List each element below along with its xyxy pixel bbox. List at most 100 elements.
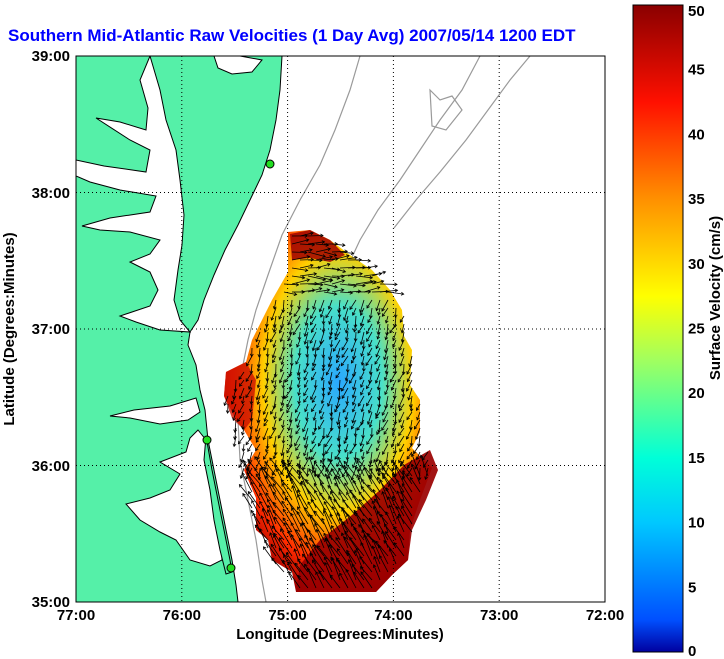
velocity-vector-head [406, 416, 410, 421]
velocity-vector-head [311, 376, 315, 381]
velocity-vector [378, 467, 389, 485]
velocity-vector [299, 249, 313, 253]
velocity-vector-head [384, 523, 388, 528]
velocity-vector-head [264, 368, 268, 373]
velocity-vector [304, 323, 309, 337]
velocity-vector-head [291, 485, 295, 489]
velocity-vector-head [390, 404, 394, 409]
velocity-vector [237, 411, 245, 422]
velocity-vector-head [407, 447, 411, 452]
barrier-island-outer-banks [203, 435, 233, 575]
velocity-vector [303, 363, 309, 373]
velocity-vector [298, 371, 301, 380]
velocity-vector-head [311, 362, 316, 367]
velocity-vector-head [336, 322, 340, 327]
velocity-vector-head [368, 343, 372, 348]
map-title: Southern Mid-Atlantic Raw Velocities (1 … [8, 26, 576, 45]
velocity-vector-head [366, 533, 371, 537]
velocity-vector [372, 546, 381, 565]
velocity-vector [416, 403, 421, 411]
velocity-vector [392, 462, 405, 477]
velocity-vector [312, 559, 325, 581]
velocity-vector [406, 379, 413, 392]
velocity-vector-head [376, 368, 380, 372]
velocity-vector [341, 379, 349, 392]
velocity-vector-head [279, 338, 284, 343]
velocity-vector [307, 251, 326, 257]
velocity-vector [234, 427, 237, 440]
velocity-vector [335, 371, 341, 379]
velocity-vector-head [367, 352, 371, 357]
velocity-vector-head [257, 354, 262, 358]
velocity-vector-head [297, 558, 301, 562]
velocity-vector-head [342, 409, 347, 413]
velocity-vector [298, 395, 301, 404]
velocity-vector [246, 355, 253, 366]
velocity-vector-head [245, 441, 249, 446]
velocity-vector-head [371, 538, 376, 543]
velocity-vector-head [232, 395, 236, 400]
velocity-vector-head [263, 422, 267, 427]
velocity-vector [353, 571, 365, 589]
velocity-vector [270, 544, 285, 565]
velocity-vector-head [375, 540, 379, 545]
velocity-vector-head [336, 558, 340, 563]
velocity-vector [376, 363, 381, 372]
velocity-vector [325, 443, 333, 454]
velocity-vector-head [287, 462, 292, 466]
velocity-vector [360, 379, 365, 388]
velocity-vector [257, 411, 261, 423]
velocity-vector [269, 331, 277, 343]
velocity-vector-head [344, 423, 348, 428]
velocity-vector-head [381, 427, 385, 431]
velocity-vector-head [242, 492, 246, 497]
velocity-vector-head [281, 424, 285, 429]
velocity-vector [351, 355, 357, 364]
velocity-vector [359, 556, 373, 573]
velocity-vector [369, 419, 373, 428]
velocity-vector-head [275, 468, 280, 472]
velocity-vector [298, 299, 301, 309]
velocity-vector [297, 494, 309, 517]
velocity-vector [307, 241, 325, 245]
velocity-vector-head [358, 491, 362, 495]
velocity-vector [269, 427, 277, 439]
velocity-vector [397, 371, 405, 383]
velocity-vector-head [341, 279, 346, 283]
velocity-vector [345, 323, 349, 333]
velocity-vector-head [350, 348, 355, 353]
velocity-vector-head [357, 506, 361, 511]
velocity-vector-head [280, 528, 284, 532]
velocity-vector [366, 299, 373, 309]
velocity-vector [360, 566, 373, 581]
velocity-vector [336, 395, 341, 409]
x-tick-label: 72:00 [586, 607, 624, 624]
velocity-vector [360, 542, 373, 565]
velocity-vector-head [360, 421, 364, 426]
velocity-vector [242, 443, 245, 452]
velocity-vector [395, 307, 397, 318]
velocity-vector [255, 419, 261, 432]
velocity-vector-head [238, 484, 243, 488]
velocity-vector-head [401, 498, 405, 503]
velocity-vector [299, 538, 309, 557]
velocity-vector-head [266, 518, 271, 523]
velocity-vector [304, 403, 309, 412]
velocity-vector [280, 363, 285, 372]
velocity-vector [260, 467, 269, 485]
velocity-vector-head [316, 473, 321, 478]
colorbar-label: Surface Velocity (cm/s) [707, 216, 724, 380]
velocity-vector [339, 517, 349, 541]
velocity-vector [336, 355, 341, 363]
velocity-vector-head [400, 291, 405, 296]
velocity-vector [361, 479, 373, 493]
velocity-vector [299, 264, 314, 269]
velocity-vector [304, 331, 309, 345]
velocity-vector-head [303, 341, 308, 345]
velocity-vector-head [328, 544, 332, 548]
velocity-vector [359, 299, 365, 313]
velocity-vector-head [304, 563, 308, 568]
velocity-vector-head [356, 427, 360, 431]
velocity-vector-head [341, 388, 345, 392]
velocity-vector-head [367, 409, 372, 414]
